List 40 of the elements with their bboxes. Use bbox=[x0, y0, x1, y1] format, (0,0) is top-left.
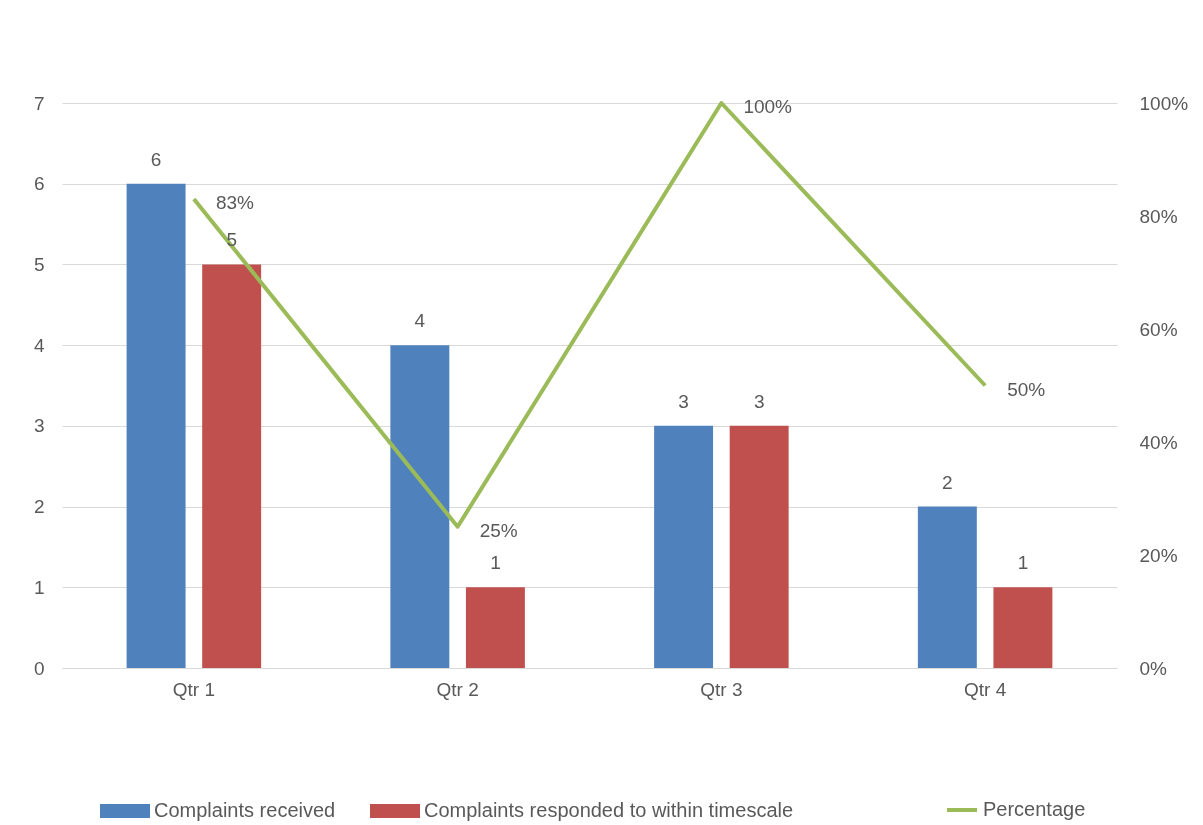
x-tick-label: Qtr 2 bbox=[436, 678, 479, 700]
data-label: 83% bbox=[215, 192, 255, 214]
y2-tick-label: 80% bbox=[1139, 205, 1178, 227]
data-label: 50% bbox=[1007, 378, 1046, 400]
y-tick-label: 2 bbox=[33, 496, 45, 518]
x-tick-label: Qtr 3 bbox=[700, 678, 743, 700]
y-tick-label: 0 bbox=[33, 657, 45, 679]
y-tick-label: 5 bbox=[33, 253, 45, 275]
data-label: 3 bbox=[678, 390, 689, 412]
legend-label: Percentage bbox=[983, 798, 1086, 820]
y-tick-label: 6 bbox=[33, 173, 45, 195]
bar bbox=[465, 587, 525, 668]
data-label: 3 bbox=[753, 390, 765, 412]
bar bbox=[729, 425, 789, 668]
bar bbox=[917, 506, 977, 668]
legend-label: Complaints responded to within timescale bbox=[424, 799, 794, 821]
bar bbox=[654, 425, 714, 668]
y-tick-label: 7 bbox=[33, 92, 45, 114]
data-label: 6 bbox=[150, 148, 162, 170]
data-label: 1 bbox=[490, 552, 501, 574]
y2-tick-label: 0% bbox=[1139, 657, 1168, 679]
data-label: 25% bbox=[479, 519, 518, 541]
y-tick-label: 4 bbox=[33, 334, 45, 356]
data-label: 100% bbox=[743, 96, 793, 117]
y2-tick-label: 100% bbox=[1139, 92, 1189, 114]
y-tick-label: 3 bbox=[33, 415, 45, 437]
legend-label: Complaints received bbox=[154, 799, 336, 821]
x-tick-label: Qtr 1 bbox=[172, 678, 215, 700]
bar bbox=[126, 183, 186, 668]
y-tick-label: 1 bbox=[33, 576, 45, 598]
bar bbox=[390, 345, 450, 668]
bar bbox=[202, 264, 262, 668]
bar bbox=[993, 587, 1053, 668]
data-label: 4 bbox=[414, 310, 426, 332]
y2-tick-label: 60% bbox=[1139, 318, 1178, 340]
y2-tick-label: 20% bbox=[1139, 544, 1178, 566]
data-label: 2 bbox=[942, 471, 953, 493]
data-label: 1 bbox=[1017, 552, 1029, 574]
y2-tick-label: 40% bbox=[1139, 431, 1178, 453]
x-tick-label: Qtr 4 bbox=[964, 678, 1007, 700]
